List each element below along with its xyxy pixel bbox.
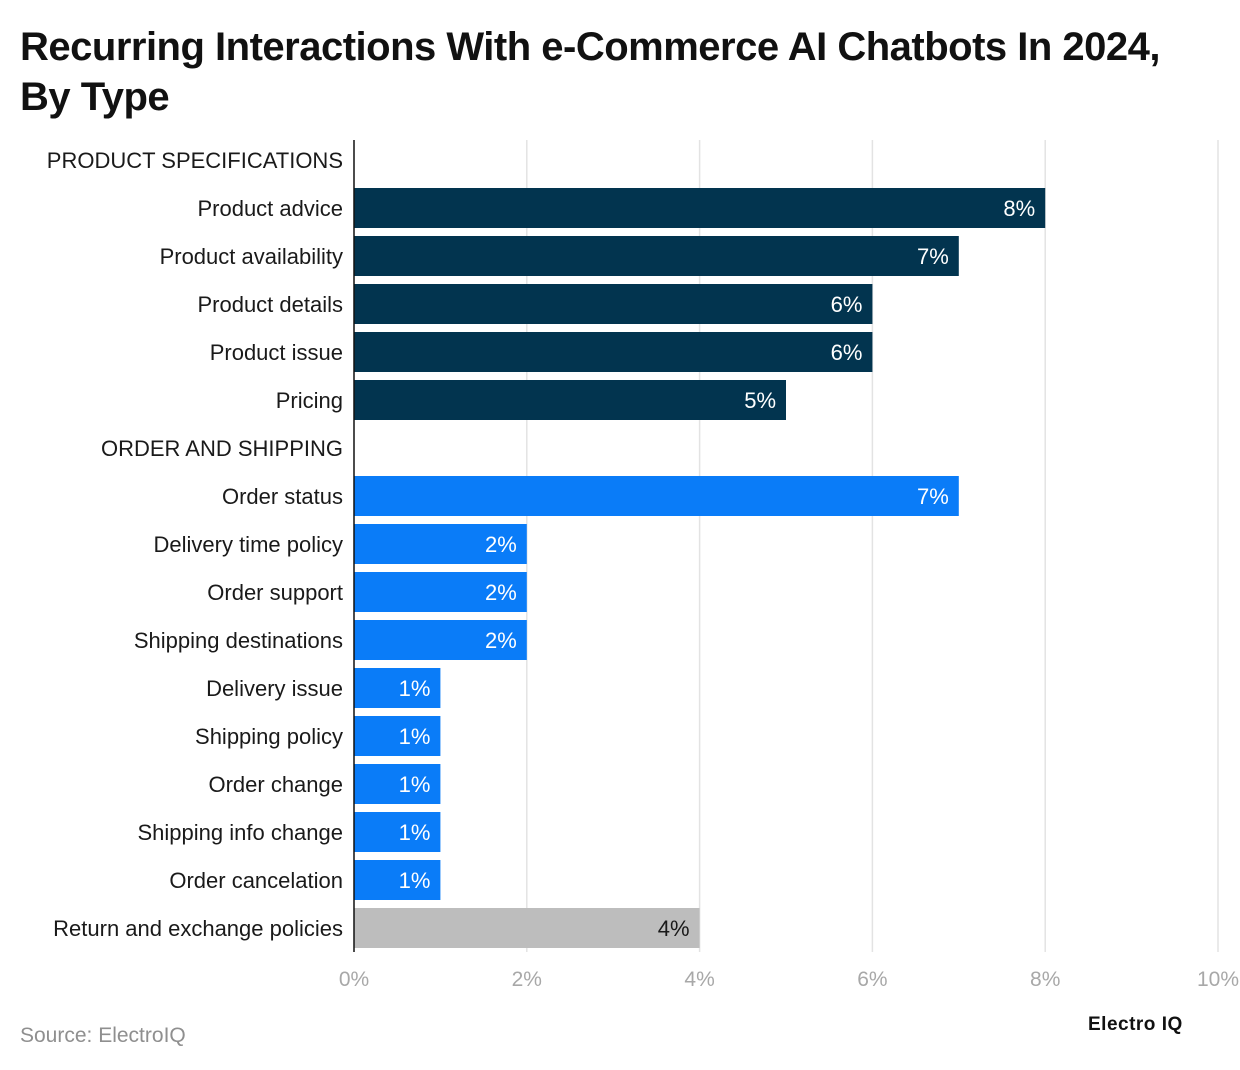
bar <box>354 812 441 852</box>
category-label: Shipping policy <box>195 724 343 749</box>
source-note: Source: ElectroIQ <box>20 1024 186 1047</box>
data-label: 7% <box>917 244 949 269</box>
category-label: Order cancelation <box>169 868 343 893</box>
data-label: 7% <box>917 484 949 509</box>
category-header: PRODUCT SPECIFICATIONS <box>47 148 343 173</box>
x-tick-label: 8% <box>1030 968 1060 991</box>
x-tick-label: 0% <box>339 968 369 991</box>
data-label: 1% <box>399 868 431 893</box>
bar <box>354 188 1046 228</box>
category-label: Order support <box>207 580 343 605</box>
bar <box>354 572 527 612</box>
bar <box>354 332 873 372</box>
bar <box>354 764 441 804</box>
bar <box>354 716 441 756</box>
category-label: Delivery time policy <box>154 532 344 557</box>
category-label: Order status <box>222 484 343 509</box>
x-tick-label: 6% <box>857 968 887 991</box>
brand-logo: Electro IQ <box>1088 1014 1183 1035</box>
bar <box>354 860 441 900</box>
bar <box>354 668 441 708</box>
bar <box>354 908 700 948</box>
data-label: 1% <box>399 676 431 701</box>
bar <box>354 236 959 276</box>
data-label: 5% <box>744 388 776 413</box>
category-label: Shipping destinations <box>134 628 343 653</box>
category-label: Product details <box>197 292 343 317</box>
bar <box>354 284 873 324</box>
data-label: 2% <box>485 628 517 653</box>
category-label: Delivery issue <box>206 676 343 701</box>
data-label: 1% <box>399 772 431 797</box>
data-label: 2% <box>485 580 517 605</box>
data-label: 1% <box>399 724 431 749</box>
category-header: ORDER AND SHIPPING <box>101 436 343 461</box>
category-label: Shipping info change <box>138 820 344 845</box>
bar <box>354 620 527 660</box>
x-tick-label: 4% <box>684 968 714 991</box>
category-label: Order change <box>208 772 343 797</box>
category-label: Product issue <box>210 340 343 365</box>
data-label: 8% <box>1003 196 1035 221</box>
bar <box>354 524 527 564</box>
data-label: 4% <box>658 916 690 941</box>
category-label: Return and exchange policies <box>53 916 343 941</box>
data-label: 6% <box>831 340 863 365</box>
category-label: Product advice <box>197 196 343 221</box>
x-tick-label: 10% <box>1197 968 1239 991</box>
category-label: Pricing <box>276 388 343 413</box>
bar <box>354 476 959 516</box>
data-label: 6% <box>831 292 863 317</box>
category-label: Product availability <box>160 244 343 269</box>
data-label: 1% <box>399 820 431 845</box>
data-label: 2% <box>485 532 517 557</box>
bar-chart: 0% 2% 4% 6% 8% 10% PRODUCT SPECIFICATIONS Produ… <box>47 140 1239 991</box>
x-tick-label: 2% <box>512 968 542 991</box>
chart-title: Recurring Interactions With e-Commerce A… <box>20 25 1161 119</box>
bar <box>354 380 786 420</box>
